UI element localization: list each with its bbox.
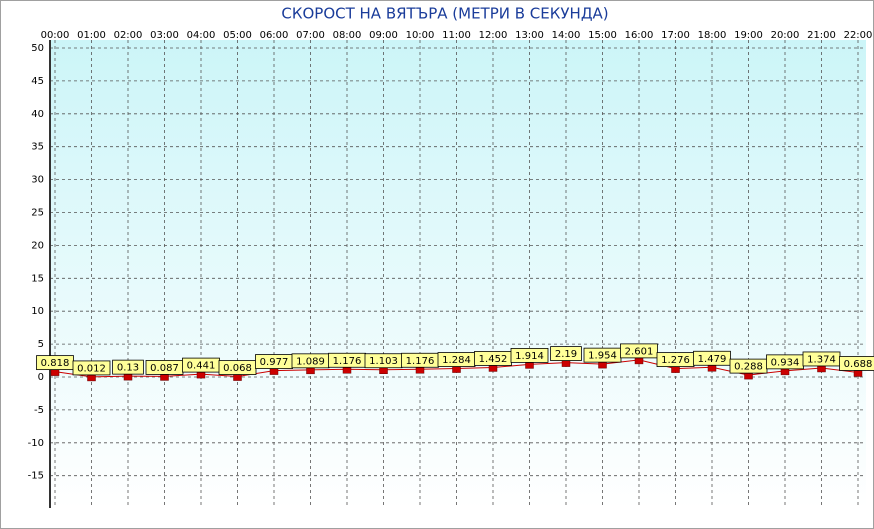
marker	[817, 365, 826, 373]
x-tick-label: 03:00	[150, 30, 179, 41]
y-tick-label: -5	[34, 405, 44, 416]
data-label: 1.176	[333, 356, 362, 367]
marker	[561, 360, 571, 367]
x-tick-label: 01:00	[77, 30, 106, 41]
data-label: 0.818	[41, 358, 70, 369]
marker	[671, 366, 680, 373]
data-label: 0.012	[77, 363, 106, 374]
data-label-box	[72, 360, 111, 376]
x-tick-label: 05:00	[223, 30, 252, 41]
data-label: 1.284	[442, 355, 471, 366]
data-label: 0.087	[150, 363, 179, 374]
data-label: 1.479	[698, 354, 727, 365]
x-tick-label: 07:00	[296, 30, 325, 41]
marker	[744, 372, 753, 380]
marker	[488, 365, 498, 372]
y-tick-label: 20	[31, 240, 44, 251]
data-label: 0.934	[771, 357, 800, 368]
x-tick-label: 15:00	[588, 30, 617, 41]
marker	[707, 365, 717, 372]
data-label: 1.452	[479, 354, 508, 365]
x-tick-label: 10:00	[406, 30, 435, 41]
data-label: 1.103	[369, 356, 398, 367]
y-tick-label: 25	[31, 208, 44, 219]
x-tick-label: 18:00	[698, 30, 727, 41]
y-tick-label: 10	[31, 306, 44, 317]
data-label: 0.068	[223, 363, 252, 374]
data-label: 1.089	[296, 356, 325, 367]
x-tick-label: 13:00	[515, 30, 544, 41]
x-tick-label: 17:00	[661, 30, 690, 41]
x-tick-label: 20:00	[771, 30, 800, 41]
y-tick-label: -10	[28, 438, 44, 449]
y-tick-label: -15	[28, 471, 44, 482]
marker	[196, 371, 206, 379]
data-label: 1.914	[515, 351, 544, 362]
y-tick-label: 15	[31, 273, 44, 284]
marker	[634, 357, 644, 365]
data-label-box	[510, 348, 549, 363]
data-label-box	[620, 343, 658, 359]
data-label: 0.441	[187, 361, 216, 372]
marker	[525, 362, 534, 369]
data-label: 1.276	[661, 355, 690, 366]
data-label: 2.601	[625, 346, 654, 357]
y-tick-label: 40	[31, 109, 44, 120]
data-label-box	[112, 359, 144, 375]
marker	[50, 369, 60, 376]
y-tick-label: 30	[31, 175, 44, 186]
chart-title: СКОРОСТ НА ВЯТЪРА (МЕТРИ В СЕКУНДА)	[281, 5, 608, 23]
y-tick-label: 5	[38, 339, 44, 350]
marker	[853, 370, 863, 377]
x-tick-label: 04:00	[187, 30, 216, 41]
marker	[87, 374, 96, 382]
data-label: 0.977	[260, 357, 289, 368]
x-tick-label: 00:00	[41, 30, 70, 41]
marker	[269, 368, 279, 375]
marker	[415, 367, 425, 374]
marker	[233, 374, 242, 381]
x-tick-label: 02:00	[114, 30, 143, 41]
data-label: 2.19	[555, 349, 577, 360]
marker	[452, 366, 461, 373]
data-label-box	[693, 350, 731, 366]
x-tick-label: 09:00	[369, 30, 398, 41]
marker	[379, 367, 388, 374]
y-tick-label: 35	[31, 142, 44, 153]
data-label-box	[839, 356, 874, 371]
data-label: 0.13	[117, 363, 139, 374]
data-label: 1.374	[807, 354, 836, 365]
data-label: 1.954	[588, 351, 617, 362]
x-tick-label: 11:00	[442, 30, 471, 41]
x-tick-label: 12:00	[479, 30, 508, 41]
x-tick-label: 14:00	[552, 30, 581, 41]
data-label-box	[550, 346, 582, 361]
y-tick-label: 0	[38, 372, 44, 383]
marker	[342, 367, 352, 374]
plot-area	[50, 40, 866, 508]
marker	[160, 374, 169, 381]
data-label: 1.176	[406, 356, 435, 367]
data-label: 0.688	[844, 359, 873, 370]
x-tick-label: 08:00	[333, 30, 362, 41]
marker	[123, 373, 133, 381]
x-tick-label: 16:00	[625, 30, 654, 41]
x-tick-label: 06:00	[260, 30, 289, 41]
data-label: 0.288	[734, 362, 763, 373]
marker	[306, 367, 315, 375]
y-tick-label: 45	[31, 76, 44, 87]
marker	[780, 368, 790, 376]
y-tick-label: 50	[31, 43, 44, 54]
x-tick-label: 21:00	[807, 30, 836, 41]
marker	[598, 361, 607, 369]
x-tick-label: 19:00	[734, 30, 763, 41]
x-tick-label: 22:00	[844, 30, 873, 41]
